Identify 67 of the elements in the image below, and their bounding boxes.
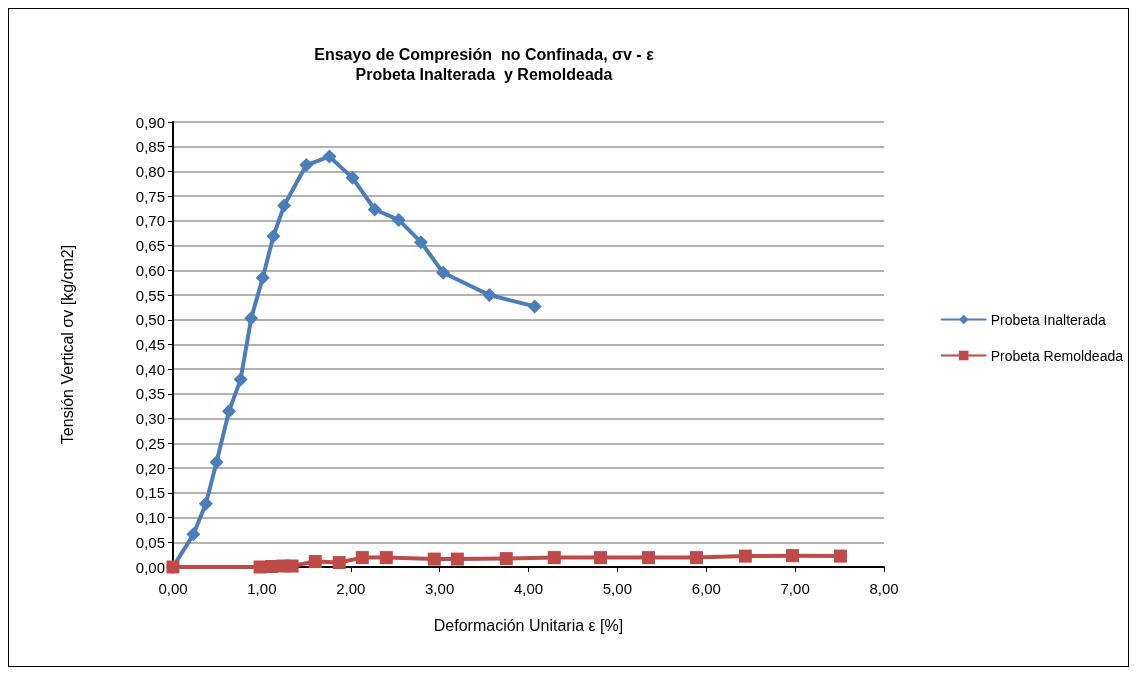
point	[482, 288, 497, 303]
y-tick-label: 0,05	[135, 533, 165, 551]
y-tick-label: 0,90	[135, 113, 165, 131]
point	[641, 551, 655, 565]
y-tick-label: 0,55	[135, 286, 165, 304]
y-tick-label: 0,20	[135, 459, 165, 477]
point	[244, 311, 259, 326]
point	[367, 202, 382, 217]
point	[255, 270, 270, 285]
point	[265, 560, 279, 574]
point	[277, 198, 292, 213]
legend-label: Probeta Remoldeada	[990, 347, 1124, 364]
x-tick-label: 2,00	[336, 580, 366, 597]
point	[355, 551, 369, 565]
point	[285, 559, 299, 573]
point	[833, 549, 847, 563]
y-tick-label: 0,80	[135, 162, 165, 180]
x-tick-label: 0,00	[158, 580, 188, 597]
point	[499, 552, 513, 566]
point	[308, 555, 322, 569]
y-tick-label: 0,25	[135, 434, 165, 452]
x-tick-label: 6,00	[691, 580, 721, 597]
y-tick-label: 0,85	[135, 138, 165, 156]
x-tick-label: 1,00	[247, 580, 277, 597]
y-tick-label: 0,30	[135, 410, 165, 428]
point	[379, 551, 393, 565]
y-tick-label: 0,15	[135, 484, 165, 502]
x-tick-label: 8,00	[869, 580, 899, 597]
point	[198, 496, 213, 511]
y-tick-label: 0,40	[135, 360, 165, 378]
y-tick-label: 0,00	[135, 558, 165, 576]
point	[322, 149, 337, 164]
point	[209, 455, 224, 470]
x-tick-label: 4,00	[513, 580, 544, 597]
y-tick-label: 0,35	[135, 385, 165, 403]
x-axis-title: Deformación Unitaria ε [%]	[433, 616, 624, 634]
point	[332, 556, 346, 570]
point	[221, 404, 236, 419]
point	[266, 229, 281, 244]
y-tick-label: 0,50	[135, 311, 165, 329]
point	[593, 551, 607, 565]
x-tick-label: 7,00	[780, 580, 810, 597]
point	[689, 551, 703, 565]
y-tick-label: 0,65	[135, 237, 165, 255]
point	[345, 170, 360, 185]
point	[547, 551, 561, 565]
chart-title: Ensayo de Compresión no Confinada, σv - ε Probeta Inalterada y Remoldeada	[314, 45, 655, 83]
point	[436, 265, 451, 280]
y-axis-title: Tensión Vertical σv [kg/cm2]	[58, 244, 76, 445]
point	[391, 212, 406, 227]
point	[527, 299, 542, 314]
point	[427, 552, 441, 566]
x-tick-label: 3,00	[425, 580, 455, 597]
point	[299, 158, 314, 173]
y-tick-label: 0,45	[135, 336, 165, 353]
legend-label: Probeta Inalterada	[990, 311, 1107, 328]
y-tick-label: 0,75	[135, 187, 165, 205]
point	[785, 549, 799, 563]
y-tick-label: 0,70	[135, 212, 165, 230]
x-tick-label: 5,00	[602, 580, 632, 597]
point	[450, 552, 464, 566]
point	[738, 549, 752, 563]
y-tick-label: 0,60	[135, 261, 165, 279]
y-tick-label: 0,10	[135, 509, 165, 527]
point	[413, 235, 428, 250]
point	[233, 372, 248, 387]
point	[186, 527, 201, 542]
